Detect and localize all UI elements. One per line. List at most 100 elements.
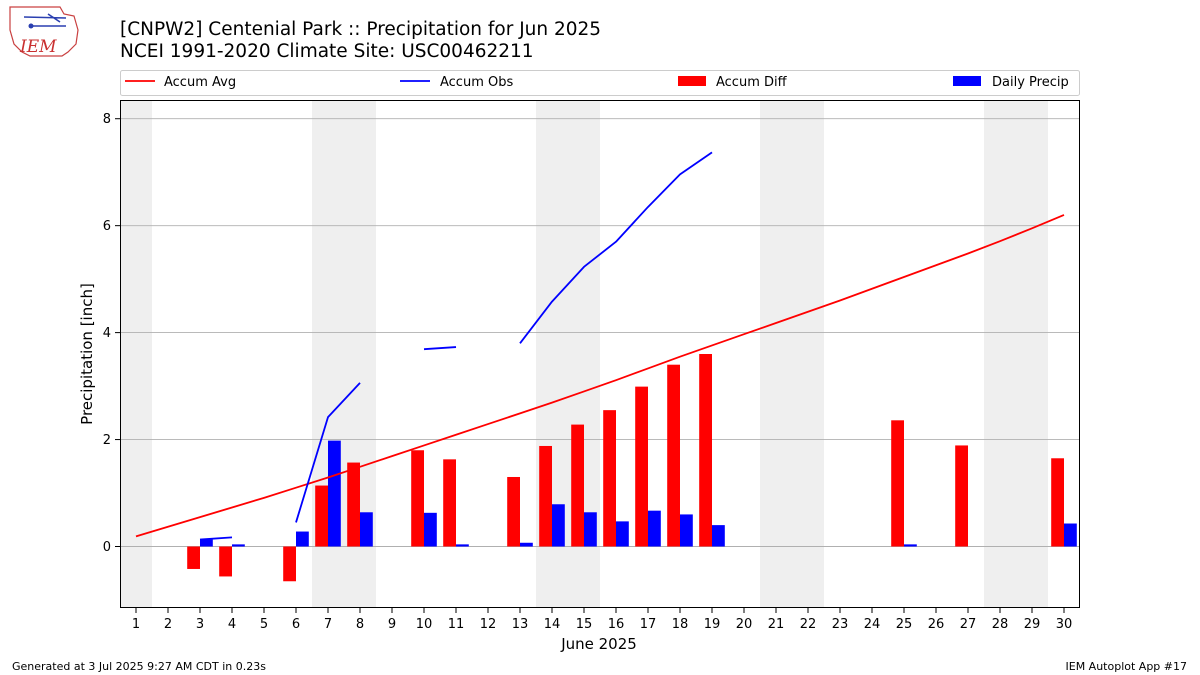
y-axis-ticks: 0 2 4 6 8 [103, 112, 120, 555]
x-tick-label: 5 [260, 617, 268, 632]
legend-entry-accum-diff: Accum Diff [678, 75, 788, 90]
bar-accum-diff [219, 546, 232, 577]
legend-entry-accum-avg: Accum Avg [125, 75, 236, 90]
x-tick-label: 23 [832, 617, 849, 632]
bar-accum-diff [283, 546, 296, 582]
chart-title: [CNPW2] Centenial Park :: Precipitation … [120, 19, 601, 40]
y-tick-label: 4 [103, 326, 111, 341]
line-accum-obs [423, 346, 457, 351]
x-tick-label: 8 [356, 617, 364, 632]
logo-text: IEM [19, 37, 57, 57]
x-tick-label: 28 [992, 617, 1009, 632]
bar-accum-diff [347, 462, 360, 547]
bar-accum-diff [667, 364, 680, 547]
bar-daily-precip [648, 510, 661, 547]
x-tick-label: 6 [292, 617, 300, 632]
legend-swatch-daily-precip [953, 76, 981, 86]
bar-daily-precip [904, 544, 917, 547]
x-tick-label: 30 [1056, 617, 1073, 632]
bar-accum-diff [571, 424, 584, 547]
y-tick-label: 0 [103, 540, 111, 555]
x-tick-label: 1 [132, 617, 140, 632]
bar-accum-diff [443, 459, 456, 547]
x-tick-label: 10 [416, 617, 433, 632]
legend-entry-accum-obs: Accum Obs [400, 75, 513, 90]
x-tick-label: 11 [448, 617, 465, 632]
line-accum-obs [199, 536, 233, 541]
y-tick-label: 6 [103, 219, 111, 234]
bar-daily-precip [328, 440, 341, 547]
x-tick-label: 22 [800, 617, 817, 632]
x-tick-label: 7 [324, 617, 332, 632]
weekend-band [760, 100, 824, 608]
legend-label-accum-diff: Accum Diff [716, 75, 788, 90]
bar-daily-precip [712, 525, 725, 547]
bar-daily-precip [680, 514, 693, 547]
bar-accum-diff [539, 445, 552, 547]
x-axis-label: June 2025 [560, 635, 637, 653]
bar-accum-diff [955, 445, 968, 547]
bar-daily-precip [616, 521, 629, 547]
bar-daily-precip [584, 512, 597, 547]
y-tick-label: 2 [103, 433, 111, 448]
bar-accum-diff [187, 546, 200, 569]
x-tick-label: 3 [196, 617, 204, 632]
x-tick-label: 13 [512, 617, 529, 632]
weekend-band [120, 100, 152, 608]
x-tick-label: 9 [388, 617, 396, 632]
bar-accum-diff [1051, 458, 1064, 547]
x-tick-label: 14 [544, 617, 561, 632]
weekend-band [984, 100, 1048, 608]
bar-daily-precip [360, 512, 373, 547]
bar-daily-precip [232, 544, 245, 547]
legend-swatch-accum-diff [678, 76, 706, 86]
line-series [135, 151, 1065, 541]
line-accum-obs [295, 382, 361, 523]
legend: Accum Avg Accum Obs Accum Diff Daily Pre… [120, 70, 1080, 96]
bar-accum-diff [699, 354, 712, 547]
legend-label-daily-precip: Daily Precip [992, 75, 1069, 90]
x-tick-label: 15 [576, 617, 593, 632]
x-tick-label: 12 [480, 617, 497, 632]
bar-accum-diff [891, 420, 904, 547]
footer-app: IEM Autoplot App #17 [1066, 660, 1188, 673]
x-tick-label: 29 [1024, 617, 1041, 632]
x-tick-label: 17 [640, 617, 657, 632]
legend-entry-daily-precip: Daily Precip [953, 75, 1069, 90]
grid-lines [120, 118, 1080, 547]
x-tick-label: 26 [928, 617, 945, 632]
bar-daily-precip [552, 504, 565, 547]
bar-accum-diff [603, 410, 616, 547]
x-tick-label: 2 [164, 617, 172, 632]
bar-accum-diff [411, 450, 424, 547]
x-tick-label: 25 [896, 617, 913, 632]
bar-accum-diff [635, 386, 648, 547]
y-axis-label: Precipitation [inch] [78, 283, 96, 425]
x-tick-label: 20 [736, 617, 753, 632]
legend-label-accum-avg: Accum Avg [164, 75, 236, 90]
x-tick-label: 16 [608, 617, 625, 632]
plot-frame [120, 100, 1080, 608]
bar-daily-precip [456, 544, 469, 547]
line-accum-obs [519, 151, 713, 344]
bar-daily-precip [200, 539, 213, 547]
x-tick-label: 24 [864, 617, 881, 632]
bar-daily-precip [424, 512, 437, 547]
iem-logo: IEM [9, 6, 79, 57]
bar-series [187, 354, 1077, 582]
x-tick-label: 27 [960, 617, 977, 632]
bar-daily-precip [296, 531, 309, 547]
legend-label-accum-obs: Accum Obs [440, 75, 513, 90]
x-tick-label: 19 [704, 617, 721, 632]
bar-accum-diff [315, 485, 328, 547]
chart-subtitle: NCEI 1991-2020 Climate Site: USC00462211 [120, 41, 534, 62]
y-tick-label: 8 [103, 112, 111, 127]
footer-generated: Generated at 3 Jul 2025 9:27 AM CDT in 0… [12, 660, 266, 673]
bar-accum-diff [507, 476, 520, 547]
x-axis-ticks: 1 2 3 4 5 6 7 8 9 10 11 12 13 14 15 16 17 18 19 20 21 22 23 24 2… [132, 608, 1072, 632]
x-tick-label: 21 [768, 617, 785, 632]
x-tick-label: 18 [672, 617, 689, 632]
line-accum-avg [135, 214, 1065, 538]
weekend-bands [120, 100, 1048, 608]
